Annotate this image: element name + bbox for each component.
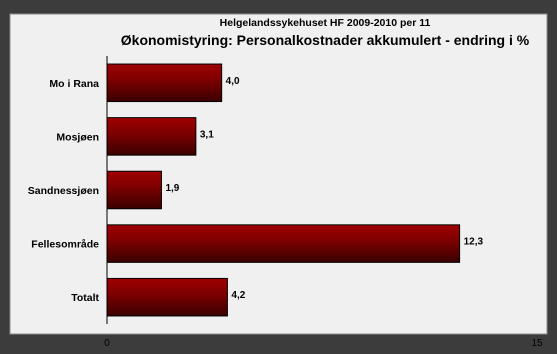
x-tick-label-0: 0 [104, 338, 110, 349]
bar-3 [106, 224, 461, 263]
x-tick-label-1: 15 [531, 338, 543, 349]
bar-2 [106, 170, 162, 210]
value-label-0: 4,0 [226, 76, 240, 87]
category-label-0: Mo i Rana [49, 78, 99, 90]
category-label-2: Sandnessjøen [28, 185, 99, 197]
bar-1 [106, 117, 197, 156]
category-label-1: Mosjøen [56, 131, 99, 143]
category-label-3: Fellesområde [31, 239, 99, 251]
bar-0 [106, 63, 223, 103]
value-label-1: 3,1 [200, 129, 214, 140]
bars-group: Mo i Rana 4,0 Mosjøen 3,1 Sandnessjøen 1,9 Fel… [28, 63, 484, 317]
x-ticks-group: 0 15 [104, 338, 543, 349]
bar-4 [106, 277, 228, 317]
value-label-4: 4,2 [231, 290, 245, 301]
value-label-3: 12,3 [464, 237, 484, 248]
value-label-2: 1,9 [165, 183, 179, 194]
chart-title: Helgelandssykehuset HF 2009-2010 per 11 [220, 17, 431, 29]
category-label-4: Totalt [71, 292, 99, 304]
chart-subtitle: Økonomistyring: Personalkostnader akkumu… [121, 32, 530, 48]
